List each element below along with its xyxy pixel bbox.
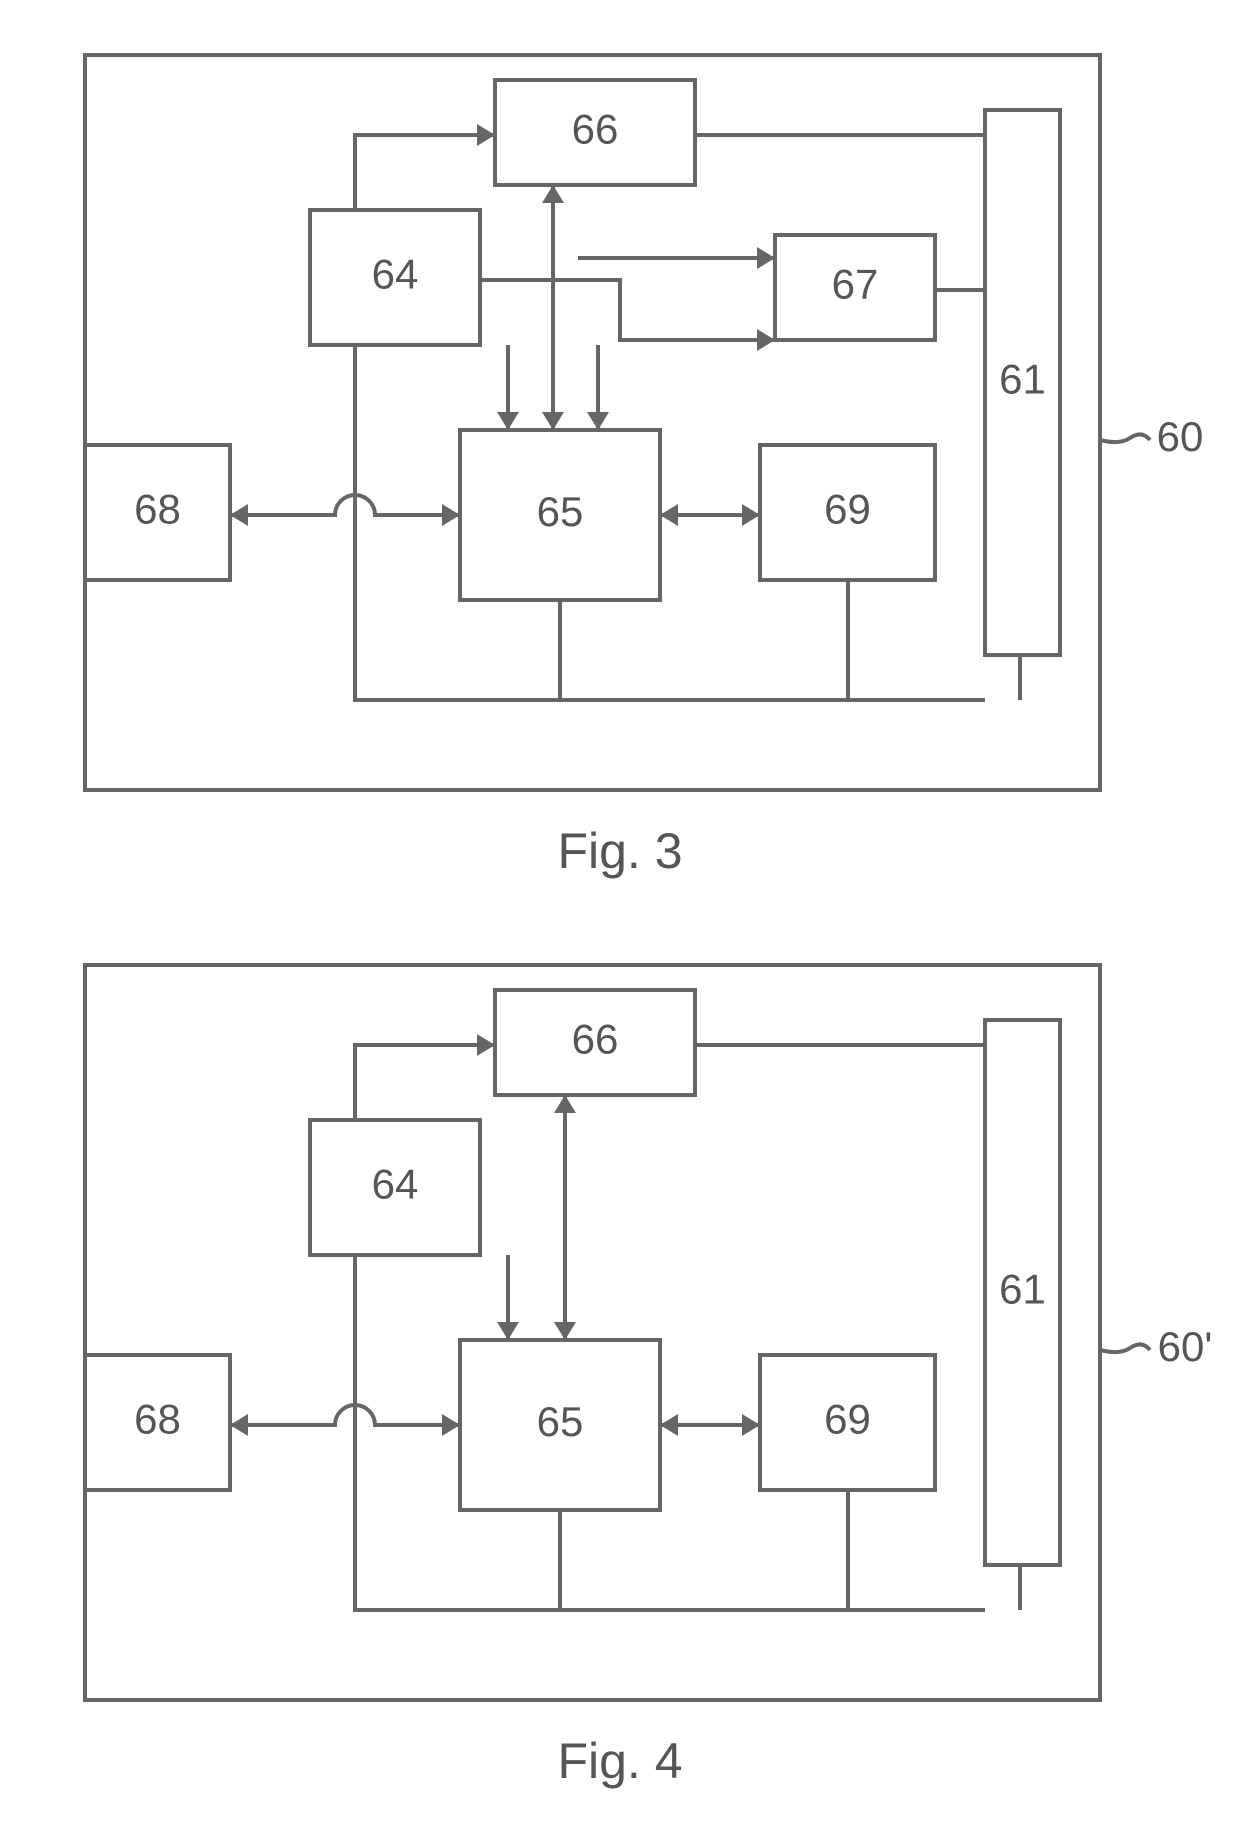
arrowhead xyxy=(230,1414,248,1436)
arrowhead xyxy=(757,329,775,351)
arrowhead xyxy=(757,247,775,269)
fig3: 66 64 67 61 68 65 69 60 Fig. 3 xyxy=(85,55,1203,879)
block-label-69: 69 xyxy=(824,1396,871,1443)
block-label-65: 65 xyxy=(537,488,584,535)
arrowhead xyxy=(587,412,609,430)
block-label-67: 67 xyxy=(832,261,879,308)
arrowhead xyxy=(477,124,495,146)
block-label-61: 61 xyxy=(999,356,1046,403)
arrowhead xyxy=(477,1034,495,1056)
arrowhead xyxy=(660,504,678,526)
diagram-canvas: 66 64 67 61 68 65 69 60 Fig. 3 66 64 61 68 65 69 60' Fig… xyxy=(0,0,1240,1825)
arrowhead xyxy=(554,1095,576,1113)
figure-caption: Fig. 4 xyxy=(557,1733,682,1789)
connector xyxy=(355,1045,495,1120)
block-label-64: 64 xyxy=(372,251,419,298)
block-label-66: 66 xyxy=(572,106,619,153)
arrowhead xyxy=(442,504,460,526)
arrowhead xyxy=(542,412,564,430)
arrowhead xyxy=(742,504,760,526)
pointer-label: 60' xyxy=(1158,1323,1213,1370)
fig4: 66 64 61 68 65 69 60' Fig. 4 xyxy=(85,965,1212,1789)
pointer-label: 60 xyxy=(1157,413,1204,460)
arrowhead xyxy=(542,185,564,203)
arrowhead xyxy=(554,1322,576,1340)
block-label-64: 64 xyxy=(372,1161,419,1208)
arrowhead xyxy=(742,1414,760,1436)
connector xyxy=(230,495,460,515)
arrowhead xyxy=(497,412,519,430)
pointer-line xyxy=(1100,434,1150,442)
connector xyxy=(230,1405,460,1425)
connector xyxy=(480,280,775,340)
block-label-68: 68 xyxy=(134,486,181,533)
block-label-65: 65 xyxy=(537,1398,584,1445)
block-label-61: 61 xyxy=(999,1266,1046,1313)
arrowhead xyxy=(230,504,248,526)
connector xyxy=(355,135,495,210)
pointer-line xyxy=(1100,1344,1150,1352)
arrowhead xyxy=(660,1414,678,1436)
block-label-68: 68 xyxy=(134,1396,181,1443)
figure-caption: Fig. 3 xyxy=(557,823,682,879)
block-label-69: 69 xyxy=(824,486,871,533)
arrowhead xyxy=(497,1322,519,1340)
arrowhead xyxy=(442,1414,460,1436)
block-label-66: 66 xyxy=(572,1016,619,1063)
